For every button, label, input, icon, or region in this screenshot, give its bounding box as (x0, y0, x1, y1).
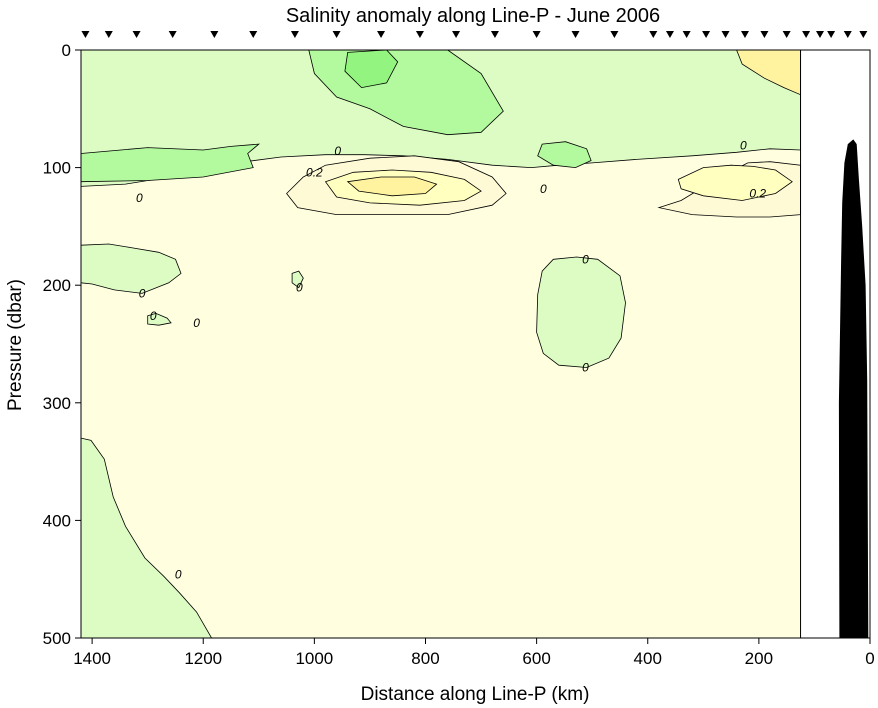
contour-region-small-negative-blob (147, 312, 172, 326)
contour-region-positive-inner-east (677, 164, 793, 201)
station-marker (682, 31, 691, 38)
station-marker (827, 31, 836, 38)
y-axis-label: Pressure (dbar) (5, 279, 26, 411)
x-tick-label: 800 (411, 649, 439, 668)
station-marker (452, 31, 461, 38)
station-marker (132, 31, 141, 38)
x-tick-label: 1200 (184, 649, 222, 668)
station-marker (377, 31, 386, 38)
contour-label: 0 (582, 252, 589, 266)
contour-region-upper-negative-core-west (81, 143, 261, 183)
station-marker (168, 31, 177, 38)
x-tick-label: 600 (522, 649, 550, 668)
plot-area (81, 50, 870, 638)
x-tick-label: 200 (745, 649, 773, 668)
station-marker (740, 31, 749, 38)
axes: 1400 1200 1000 800 600 400 200 0010020030040050… (43, 41, 875, 668)
contour-label: 0 (136, 191, 143, 205)
station-marker (332, 31, 341, 38)
contour-label: 0 (740, 138, 747, 152)
station-marker (859, 31, 868, 38)
y-tick-label: 0 (62, 41, 71, 60)
station-marker (210, 31, 219, 38)
contour-label: 0 (150, 309, 157, 323)
station-marker (81, 31, 90, 38)
station-marker (702, 31, 711, 38)
station-marker (610, 31, 619, 38)
contour-region-deep-negative-southwest (81, 437, 213, 638)
station-marker (290, 31, 299, 38)
contour-label: 0 (193, 316, 200, 330)
station-marker (760, 31, 769, 38)
station-marker (802, 31, 811, 38)
station-marker (415, 31, 424, 38)
station-marker (665, 31, 674, 38)
x-axis-label: Distance along Line-P (km) (361, 684, 590, 705)
contour-region-left-negative-tongue (81, 243, 182, 294)
station-marker (104, 31, 113, 38)
contour-region-mid-negative-core (537, 141, 592, 169)
contour-label: 0 (540, 182, 547, 196)
station-marker (490, 31, 499, 38)
station-marker (721, 31, 730, 38)
contour-label: 0 (139, 286, 146, 300)
contour-label: 0.2 (749, 186, 766, 200)
y-tick-label: 200 (43, 276, 71, 295)
contour-region-positive-center-peak (346, 176, 438, 197)
contour-region-background-anomaly (81, 50, 801, 638)
contour-label: 0 (175, 567, 182, 581)
contour-label: 0 (296, 281, 303, 295)
y-tick-label: 300 (43, 394, 71, 413)
chart-title: Salinity anomaly along Line-P - June 200… (286, 5, 660, 27)
y-tick-label: 100 (43, 159, 71, 178)
contour-label: 0 (334, 144, 341, 158)
station-marker (532, 31, 541, 38)
station-marker (815, 31, 824, 38)
contour-label: 0 (582, 361, 589, 375)
y-tick-label: 400 (43, 511, 71, 530)
contour-label: 0.2 (306, 165, 323, 179)
contour-region-mid-negative-patch (536, 256, 626, 368)
bathymetry-seafloor (838, 139, 869, 638)
y-tick-label: 500 (43, 629, 71, 648)
station-markers (81, 31, 868, 38)
station-marker (649, 31, 658, 38)
station-marker (843, 31, 852, 38)
x-tick-label: 0 (865, 649, 874, 668)
station-marker (571, 31, 580, 38)
plot-frame (80, 49, 871, 639)
station-marker (249, 31, 258, 38)
contour-region-surface-negative-center (344, 50, 399, 89)
contour-region-small-negative-blob-2 (291, 270, 304, 289)
x-tick-label: 1400 (73, 649, 111, 668)
contour-region-positive-surface-east (736, 50, 801, 96)
x-tick-label: 1000 (295, 649, 333, 668)
station-marker (782, 31, 791, 38)
x-tick-label: 400 (634, 649, 662, 668)
